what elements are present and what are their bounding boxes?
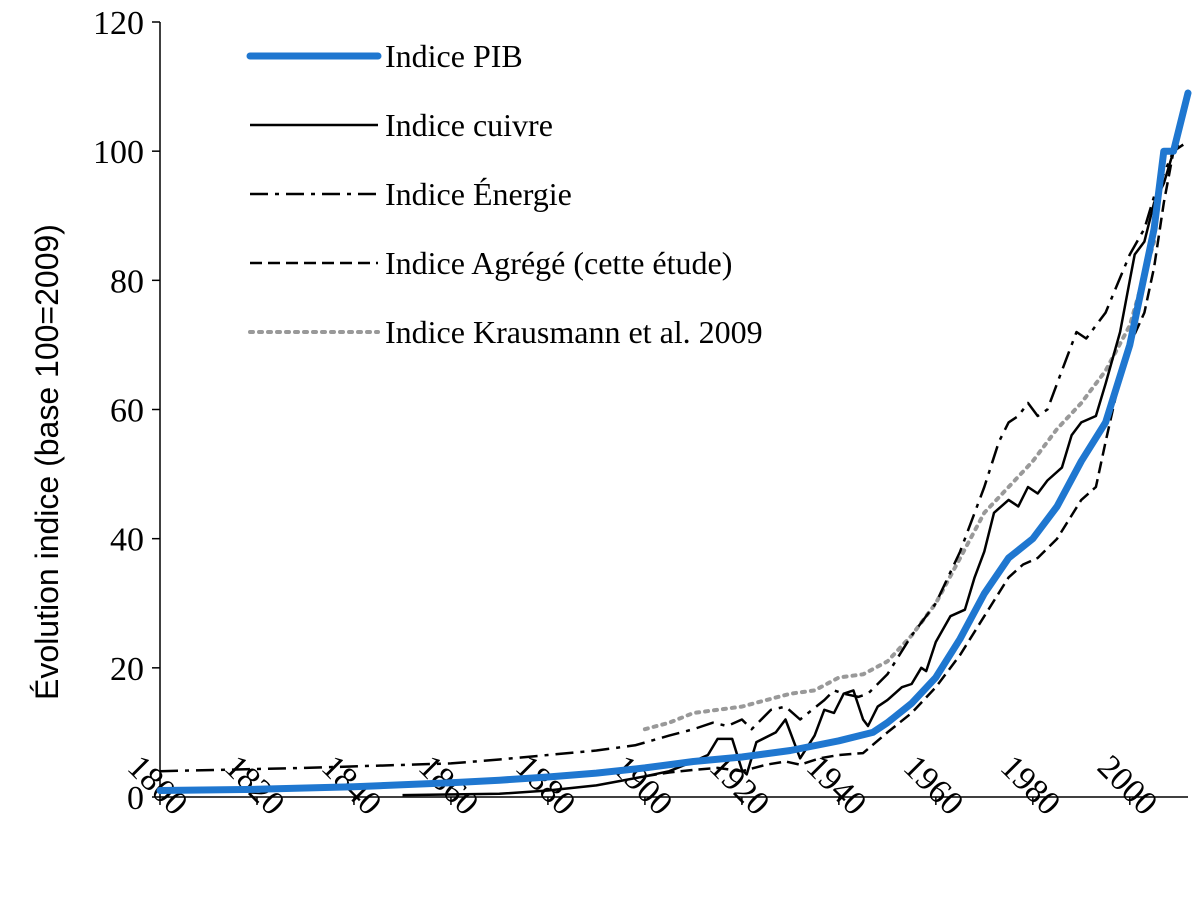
y-tick-label: 80 (110, 263, 144, 300)
x-tick-label: 1900 (605, 748, 679, 822)
series-line-0 (156, 89, 1192, 794)
x-tick-label: 1940 (799, 748, 873, 822)
legend-label-3: Indice Agrégé (cette étude) (385, 245, 732, 281)
y-tick-label: 0 (127, 780, 144, 817)
series-line-2 (159, 143, 1184, 773)
x-tick-label: 2000 (1090, 748, 1164, 822)
y-tick-label: 120 (93, 5, 144, 42)
legend-label-2: Indice Énergie (385, 176, 572, 212)
legend-label-1: Indice cuivre (385, 107, 553, 143)
x-tick-label: 1880 (508, 748, 582, 822)
x-tick-label: 1980 (993, 748, 1067, 822)
series-line-1 (402, 143, 1180, 797)
y-axis-title: Évolution indice (base 100=2009) (29, 224, 65, 700)
legend-label-4: Indice Krausmann et al. 2009 (385, 314, 763, 350)
y-tick-label: 60 (110, 393, 144, 430)
legend: Indice PIB Indice cuivre Indice Énergie Ind… (246, 38, 763, 350)
legend-label-0: Indice PIB (385, 38, 523, 74)
y-tick-label: 20 (110, 651, 144, 688)
series-lines (156, 89, 1192, 797)
x-tick-label: 1960 (896, 748, 970, 822)
y-tick-label: 100 (93, 134, 144, 171)
y-tick-label: 40 (110, 522, 144, 559)
series-line-4 (642, 239, 1157, 732)
